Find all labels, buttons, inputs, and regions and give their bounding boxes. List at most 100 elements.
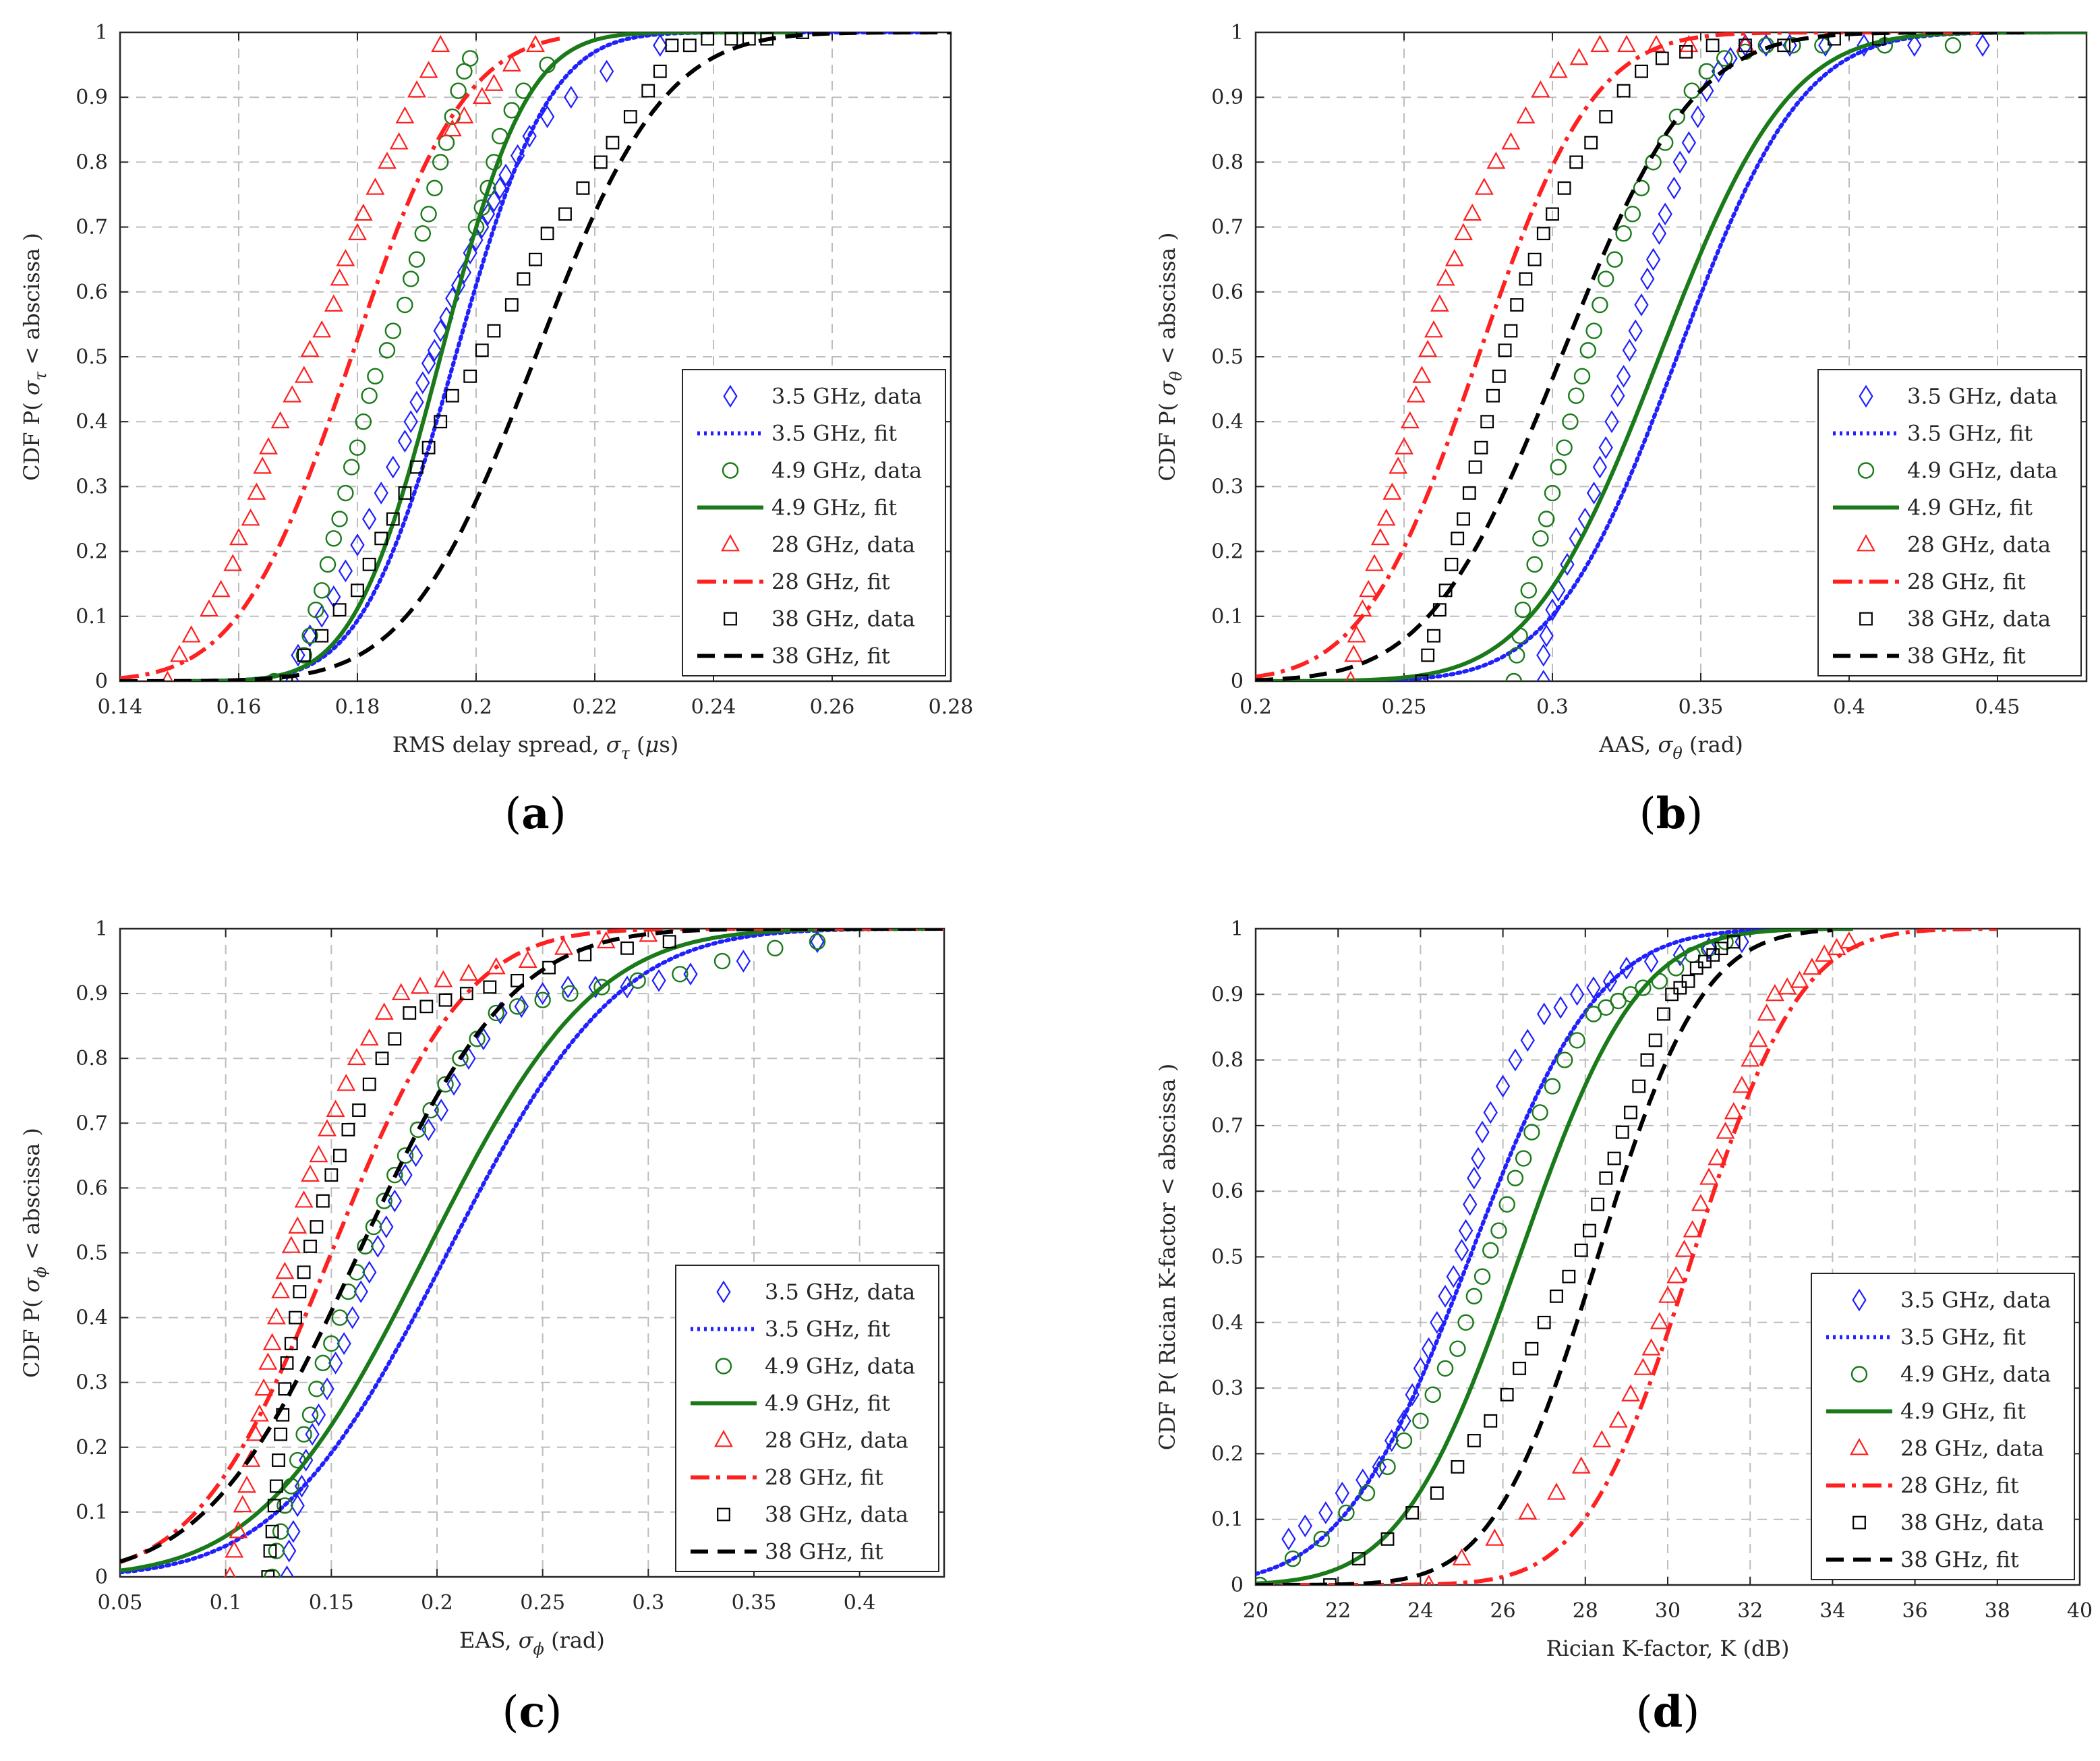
data-point [1463, 1192, 1478, 1216]
x-tick-label: 0.14 [98, 695, 143, 719]
data-point [370, 1234, 385, 1258]
data-point [1650, 1312, 1669, 1329]
data-point [374, 1002, 394, 1020]
legend-entry-label: 4.9 GHz, fit [1907, 495, 2033, 521]
data-point [1347, 625, 1366, 643]
data-point [378, 151, 397, 169]
data-point [254, 1378, 274, 1396]
data-point [247, 482, 266, 500]
legend-entry-label: 4.9 GHz, data [1907, 458, 2058, 484]
data-point [1536, 643, 1551, 667]
data-point [1634, 293, 1649, 316]
legend-marker-symbol [715, 1358, 732, 1375]
data-point [1616, 364, 1631, 388]
x-tick-label: 0.35 [732, 1591, 777, 1615]
data-point [1465, 1288, 1483, 1305]
data-point [1537, 1002, 1552, 1026]
data-point [1739, 38, 1752, 53]
data-point [223, 554, 243, 571]
data-point [1474, 440, 1488, 455]
data-point [1590, 34, 1610, 53]
panel-label: (d) [1636, 1687, 1700, 1737]
data-point [1468, 460, 1482, 474]
data-point [539, 105, 555, 128]
x-tick-label: 0.3 [1536, 695, 1569, 719]
legend-marker-symbol [717, 1507, 730, 1522]
data-point [442, 119, 462, 137]
data-point [325, 530, 342, 547]
data-point [427, 339, 442, 362]
x-tick-label: 30 [1655, 1599, 1681, 1623]
data-point [1531, 80, 1550, 98]
data-point [295, 1426, 312, 1443]
data-point [1658, 202, 1672, 226]
legend-marker-symbol [1859, 612, 1873, 626]
legend-marker-symbol [1859, 384, 1873, 408]
data-point [1645, 248, 1661, 271]
data-point [1436, 268, 1455, 286]
data-point [1359, 579, 1378, 598]
data-point [483, 980, 497, 994]
data-point [1550, 1289, 1563, 1303]
data-point [1550, 459, 1567, 475]
data-point [355, 413, 372, 430]
data-point [620, 941, 634, 955]
data-point [378, 342, 396, 359]
legend: 3.5 GHz, data 3.5 GHz, fit 4.9 GHz, data 4.… [682, 369, 946, 676]
data-point [492, 176, 507, 200]
data-point [558, 207, 572, 221]
legend-marker-symbol [721, 534, 740, 552]
data-point [361, 507, 377, 531]
data-point [359, 1028, 379, 1046]
data-point [1457, 1314, 1474, 1331]
data-point [314, 582, 330, 599]
data-point [1500, 1387, 1514, 1402]
y-tick-label: 0.1 [76, 605, 108, 629]
legend-entry-label: 4.9 GHz, data [765, 1354, 915, 1379]
data-point [463, 241, 477, 264]
legend-entry-label: 38 GHz, data [1907, 606, 2051, 632]
data-point [426, 179, 443, 197]
y-tick-label: 0.4 [1211, 1311, 1244, 1335]
y-tick-label: 1 [1231, 917, 1244, 941]
data-point [421, 440, 436, 455]
legend-entry-label: 3.5 GHz, data [771, 384, 922, 409]
data-point [434, 970, 453, 987]
data-point [345, 1306, 360, 1329]
y-tick-label: 0.6 [1211, 1180, 1244, 1203]
legend-marker-symbol [1850, 1366, 1868, 1383]
data-point [181, 625, 201, 643]
data-point [446, 1072, 461, 1096]
data-point [267, 1499, 281, 1513]
x-tick-label: 0.1 [210, 1591, 242, 1615]
data-point [264, 1568, 281, 1577]
legend-entry-label: 28 GHz, data [1900, 1436, 2044, 1462]
data-point [362, 1077, 376, 1091]
data-point [1699, 1167, 1719, 1185]
data-point [407, 80, 426, 98]
data-point [1648, 1033, 1662, 1047]
data-point [1548, 61, 1568, 78]
data-point [1372, 1455, 1387, 1478]
x-axis-label: AAS, σθ (rad) [1598, 732, 1743, 763]
x-tick-label: 0.3 [632, 1591, 664, 1615]
y-tick-label: 1 [95, 917, 108, 941]
data-point [502, 54, 521, 72]
fit-line-28-ghz-fit [1256, 929, 1997, 1585]
y-tick-label: 0 [95, 1565, 108, 1589]
legend-entry-label: 3.5 GHz, data [765, 1279, 915, 1305]
data-point [1802, 957, 1821, 975]
data-point [606, 136, 620, 150]
data-point [1505, 672, 1522, 681]
data-point [1457, 512, 1470, 526]
y-tick-label: 0.5 [1211, 1246, 1244, 1269]
data-point [410, 460, 424, 474]
data-point [1430, 1310, 1445, 1334]
data-point [1790, 971, 1809, 988]
data-point [1525, 1341, 1539, 1356]
data-point [1451, 1460, 1465, 1474]
data-point [475, 343, 489, 357]
data-point [262, 1333, 282, 1350]
data-point [1679, 34, 1699, 53]
data-point [1527, 252, 1542, 266]
